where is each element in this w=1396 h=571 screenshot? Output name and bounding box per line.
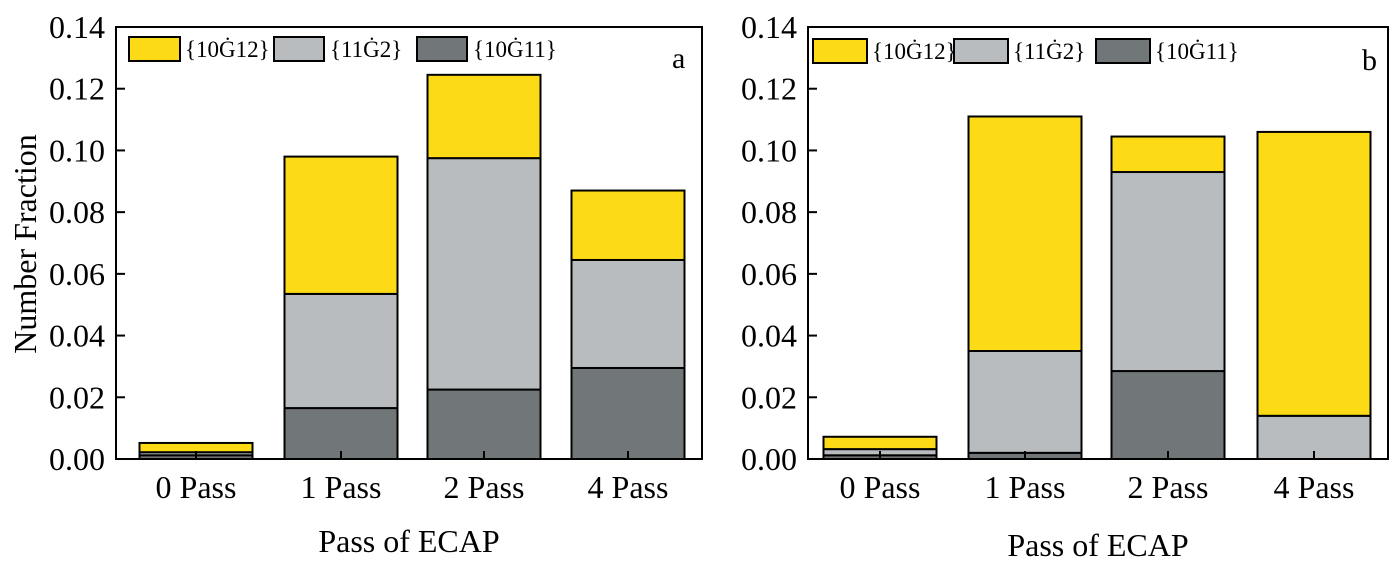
- y-tick-label: 0.10: [741, 132, 797, 168]
- bar-segment-1-2-0: [1110, 135, 1226, 174]
- x-tick-label: 2 Pass: [1128, 469, 1209, 505]
- y-tick-label: 0.00: [741, 441, 797, 477]
- x-tick-label: 2 Pass: [444, 469, 525, 505]
- chart-panel-a: 0 Pass 1 Pass 2 Pass 4 Pass 0.00 0.02 0.04 0.06…: [49, 9, 703, 559]
- y-tick-label: 0.10: [49, 132, 105, 168]
- legend-swatch: [812, 38, 868, 64]
- x-tick-label: 4 Pass: [588, 469, 669, 505]
- y-axis-title: Number Fraction: [7, 134, 43, 354]
- x-tick-label: 0 Pass: [840, 469, 921, 505]
- bar-segment-0-2-0: [426, 73, 542, 160]
- y-tick-label: 0.00: [49, 441, 105, 477]
- bar-segment-1-2-1: [1110, 171, 1226, 373]
- y-tick-label: 0.14: [741, 9, 797, 45]
- bar-segment-0-1-2: [283, 407, 399, 461]
- bar-segment-1-1-0: [967, 115, 1083, 352]
- x-tick-label: 1 Pass: [301, 469, 382, 505]
- bar-segment-1-2-2: [1110, 370, 1226, 460]
- y-tick-label: 0.08: [741, 194, 797, 230]
- plot-frame: [807, 26, 1389, 460]
- legend-entry: {10Ġ11}: [1155, 39, 1239, 64]
- legend-entry: {10Ġ12}: [872, 39, 957, 64]
- y-tick-label: 0.08: [49, 194, 105, 230]
- y-tick-label: 0.12: [49, 71, 105, 107]
- legend-entry: {10Ġ12}: [185, 37, 270, 62]
- y-tick-label: 0.06: [49, 256, 105, 292]
- bar-segment-0-2-2: [426, 388, 542, 461]
- panel-label: b: [1362, 44, 1377, 77]
- y-tick-label: 0.02: [49, 379, 105, 415]
- y-tick-label: 0.04: [741, 318, 797, 354]
- legend-entry: {11Ġ2}: [330, 37, 402, 62]
- plot-frame: [115, 26, 703, 460]
- legend-swatch: [128, 36, 181, 62]
- x-tick-label: 4 Pass: [1274, 469, 1355, 505]
- legend-swatch: [273, 36, 325, 62]
- bar-segment-0-3-1: [570, 258, 686, 369]
- legend-entry: {11Ġ2}: [1013, 39, 1085, 64]
- bar-segment-0-1-1: [283, 292, 399, 410]
- legend-entry: {10Ġ11}: [473, 37, 557, 62]
- bar-segment-1-3-0: [1256, 130, 1372, 417]
- y-tick-label: 0.04: [49, 318, 105, 354]
- bar-segment-0-2-1: [426, 157, 542, 391]
- bar-segment-0-3-2: [570, 366, 686, 461]
- x-axis-title: Pass of ECAP: [318, 523, 499, 559]
- y-tick-label: 0.14: [49, 9, 105, 45]
- y-tick-label: 0.06: [741, 256, 797, 292]
- bar-segment-1-1-1: [967, 350, 1083, 454]
- legend-swatch: [1095, 38, 1151, 64]
- x-tick-label: 0 Pass: [156, 469, 237, 505]
- bar-segment-1-0-0: [822, 435, 938, 451]
- panel-label: a: [672, 42, 685, 75]
- legend-swatch: [953, 38, 1009, 64]
- bar-segment-0-1-0: [283, 155, 399, 295]
- x-tick-label: 1 Pass: [985, 469, 1066, 505]
- legend-swatch: [416, 36, 468, 62]
- bar-segment-0-0-0: [138, 441, 254, 454]
- y-tick-label: 0.02: [741, 379, 797, 415]
- bar-segment-0-3-0: [570, 189, 686, 261]
- chart-panel-b: 0 Pass 1 Pass 2 Pass 4 Pass 0.00 0.02 0.04 0.06…: [741, 9, 1389, 563]
- x-axis-title: Pass of ECAP: [1007, 527, 1188, 563]
- y-tick-label: 0.12: [741, 71, 797, 107]
